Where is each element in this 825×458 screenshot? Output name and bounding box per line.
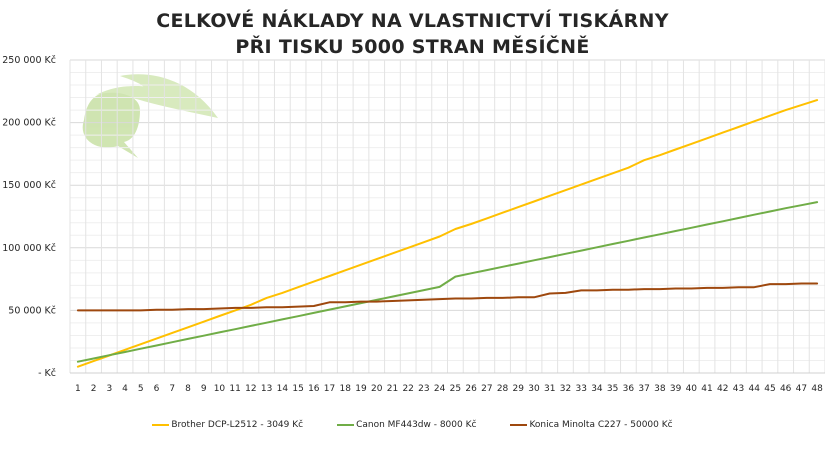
- x-tick-label: 10: [214, 384, 226, 394]
- y-tick-label: 100 000 Kč: [2, 243, 56, 254]
- x-tick-label: 1: [75, 384, 81, 394]
- x-axis: 1 2 3 4 5 6 7 8 9 10 11 12 13 14 15 16 17 18 19 20 21 22 23 24 2…: [75, 384, 823, 394]
- chart-title-line-1: CELKOVÉ NÁKLADY NA VLASTNICTVÍ TISKÁRNY: [156, 10, 669, 32]
- legend-item-konica[interactable]: Konica Minolta C227 - 50000 Kč: [510, 420, 673, 430]
- x-tick-label: 29: [513, 384, 525, 394]
- series-line-2[interactable]: [76, 282, 819, 312]
- x-tick-label: 11: [229, 384, 240, 394]
- y-tick-label: 50 000 Kč: [8, 305, 56, 316]
- x-tick-label: 3: [106, 384, 112, 394]
- x-tick-label: 28: [497, 384, 509, 394]
- x-tick-label: 48: [811, 384, 823, 394]
- y-tick-label: 200 000 Kč: [2, 118, 56, 129]
- y-tick-label: 250 000 Kč: [2, 55, 56, 66]
- x-tick-label: 21: [387, 384, 398, 394]
- chart-legend: Brother DCP-L2512 - 3049 Kč Canon MF443d…: [0, 420, 825, 430]
- x-tick-label: 43: [733, 384, 744, 394]
- legend-label-brother: Brother DCP-L2512 - 3049 Kč: [171, 420, 304, 430]
- x-tick-label: 35: [607, 384, 618, 394]
- x-tick-label: 44: [748, 384, 760, 394]
- x-tick-label: 2: [91, 384, 97, 394]
- x-tick-label: 47: [796, 384, 807, 394]
- legend-swatch-brother: [152, 424, 170, 426]
- x-tick-label: 30: [528, 384, 540, 394]
- x-tick-label: 31: [544, 384, 555, 394]
- legend-item-brother[interactable]: Brother DCP-L2512 - 3049 Kč: [152, 420, 303, 430]
- series-lines: [76, 99, 819, 368]
- x-tick-label: 36: [623, 384, 635, 394]
- x-tick-label: 24: [434, 384, 446, 394]
- legend-item-canon[interactable]: Canon MF443dw - 8000 Kč: [337, 420, 476, 430]
- x-tick-label: 14: [277, 384, 289, 394]
- x-tick-label: 5: [138, 384, 144, 394]
- x-tick-label: 34: [591, 384, 603, 394]
- legend-swatch-canon: [337, 424, 355, 426]
- x-tick-label: 46: [780, 384, 792, 394]
- x-tick-label: 23: [418, 384, 429, 394]
- series-line-1[interactable]: [76, 201, 819, 363]
- x-tick-label: 27: [481, 384, 492, 394]
- x-tick-label: 39: [670, 384, 682, 394]
- y-axis: - Kč 50 000 Kč 100 000 Kč 150 000 Kč 200 000…: [2, 55, 56, 379]
- x-tick-label: 25: [450, 384, 461, 394]
- x-tick-label: 40: [686, 384, 698, 394]
- x-tick-label: 37: [638, 384, 649, 394]
- x-tick-label: 17: [324, 384, 335, 394]
- x-tick-label: 12: [245, 384, 256, 394]
- legend-label-canon: Canon MF443dw - 8000 Kč: [356, 420, 477, 430]
- chart-title: CELKOVÉ NÁKLADY NA VLASTNICTVÍ TISKÁRNY …: [0, 8, 825, 60]
- y-tick-label: 150 000 Kč: [2, 180, 56, 191]
- legend-swatch-konica: [510, 424, 528, 426]
- x-tick-label: 33: [575, 384, 586, 394]
- x-tick-label: 19: [355, 384, 367, 394]
- x-tick-label: 16: [308, 384, 320, 394]
- x-tick-label: 32: [560, 384, 571, 394]
- x-tick-label: 38: [654, 384, 666, 394]
- x-tick-label: 15: [292, 384, 303, 394]
- x-tick-label: 45: [764, 384, 775, 394]
- x-tick-label: 4: [122, 384, 128, 394]
- x-tick-label: 22: [402, 384, 413, 394]
- x-tick-label: 26: [465, 384, 477, 394]
- x-tick-label: 9: [201, 384, 207, 394]
- x-tick-label: 6: [154, 384, 160, 394]
- x-tick-label: 41: [701, 384, 712, 394]
- x-tick-label: 13: [261, 384, 272, 394]
- x-tick-label: 18: [340, 384, 352, 394]
- leaf-logo-icon: [82, 74, 218, 158]
- x-tick-label: 20: [371, 384, 383, 394]
- x-tick-label: 7: [169, 384, 175, 394]
- y-tick-label: - Kč: [38, 368, 56, 379]
- x-tick-label: 42: [717, 384, 728, 394]
- series-line-0[interactable]: [76, 99, 819, 368]
- x-tick-label: 8: [185, 384, 191, 394]
- chart-title-line-2: PŘI TISKU 5000 STRAN MĚSÍČNĚ: [235, 36, 590, 58]
- legend-label-konica: Konica Minolta C227 - 50000 Kč: [529, 420, 673, 430]
